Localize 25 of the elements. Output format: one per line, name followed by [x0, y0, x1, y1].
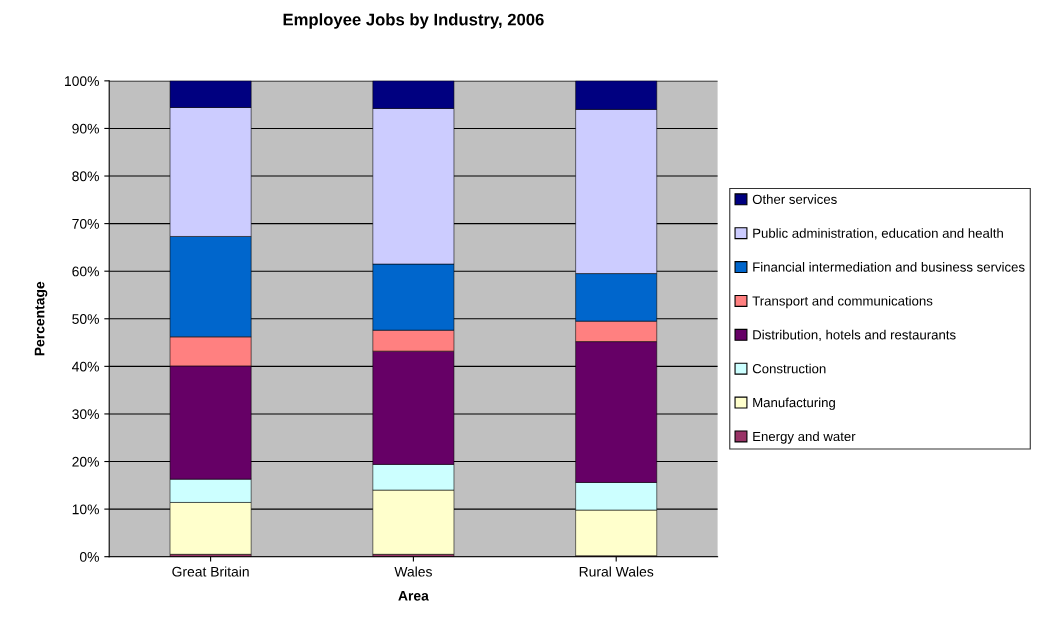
y-tick-label: 70% — [72, 218, 99, 229]
x-tick-label: Wales — [394, 566, 432, 577]
legend-label: Transport and communications — [752, 295, 933, 309]
x-tick-label: Rural Wales — [579, 566, 654, 577]
y-tick-label: 20% — [72, 456, 99, 467]
y-tick-label: 100% — [65, 76, 99, 87]
y-tick-label: 90% — [72, 123, 99, 134]
legend-label: Financial intermediation and business services — [753, 262, 1025, 272]
y-tick-label: 80% — [72, 171, 99, 182]
chart-title: Employee Jobs by Industry, 2006 — [283, 13, 544, 29]
legend-label: Energy and water — [753, 431, 856, 444]
y-tick-label: 10% — [72, 504, 99, 515]
y-tick-label: 50% — [72, 314, 99, 324]
legend-label: Distribution, hotels and restaurants — [753, 329, 956, 342]
y-tick-label: 40% — [72, 361, 99, 372]
legend-label: Construction — [752, 363, 826, 374]
y-axis-title: Percentage — [34, 281, 48, 356]
legend-label: Public administration, education and health — [753, 228, 1003, 240]
x-axis-title: Area — [398, 590, 429, 601]
x-tick-label: Great Britain — [172, 566, 249, 577]
y-tick-label: 30% — [72, 409, 99, 420]
y-tick-label: 0% — [79, 552, 99, 562]
legend-label: Other services — [752, 194, 837, 204]
y-tick-label: 60% — [72, 266, 99, 277]
legend-label: Manufacturing — [753, 397, 835, 410]
